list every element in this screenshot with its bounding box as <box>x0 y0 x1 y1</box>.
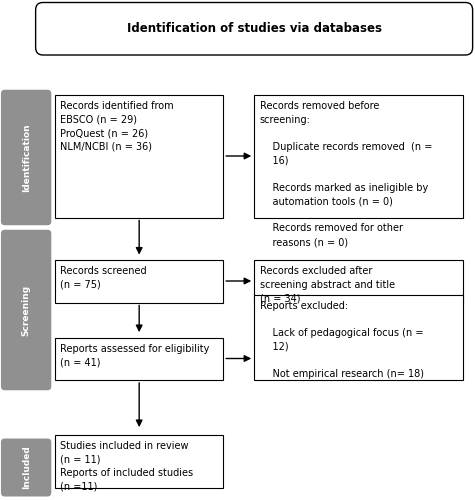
FancyBboxPatch shape <box>254 95 463 218</box>
Text: Records removed before
screening:

    Duplicate records removed  (n =
    16)

: Records removed before screening: Duplic… <box>260 101 432 247</box>
Text: Studies included in review
(n = 11)
Reports of included studies
(n =11): Studies included in review (n = 11) Repo… <box>60 441 193 492</box>
Text: Records excluded after
screening abstract and title
(n = 34): Records excluded after screening abstrac… <box>260 266 395 303</box>
FancyBboxPatch shape <box>55 95 223 218</box>
Text: Records screened
(n = 75): Records screened (n = 75) <box>60 266 147 289</box>
Text: Identification: Identification <box>22 123 30 192</box>
FancyBboxPatch shape <box>1 230 51 390</box>
Text: Included: Included <box>22 446 30 490</box>
FancyBboxPatch shape <box>1 90 51 225</box>
Text: Identification of studies via databases: Identification of studies via databases <box>127 22 381 35</box>
Text: Screening: Screening <box>22 284 30 336</box>
FancyBboxPatch shape <box>254 295 463 380</box>
Text: Records identified from
EBSCO (n = 29)
ProQuest (n = 26)
NLM/NCBI (n = 36): Records identified from EBSCO (n = 29) P… <box>60 101 174 152</box>
Text: Reports excluded:

    Lack of pedagogical focus (n =
    12)

    Not empirical: Reports excluded: Lack of pedagogical fo… <box>260 301 424 379</box>
FancyBboxPatch shape <box>55 338 223 380</box>
FancyBboxPatch shape <box>55 435 223 488</box>
FancyBboxPatch shape <box>36 2 473 55</box>
FancyBboxPatch shape <box>254 260 463 302</box>
Text: Reports assessed for eligibility
(n = 41): Reports assessed for eligibility (n = 41… <box>60 344 209 367</box>
FancyBboxPatch shape <box>1 438 51 496</box>
FancyBboxPatch shape <box>55 260 223 302</box>
